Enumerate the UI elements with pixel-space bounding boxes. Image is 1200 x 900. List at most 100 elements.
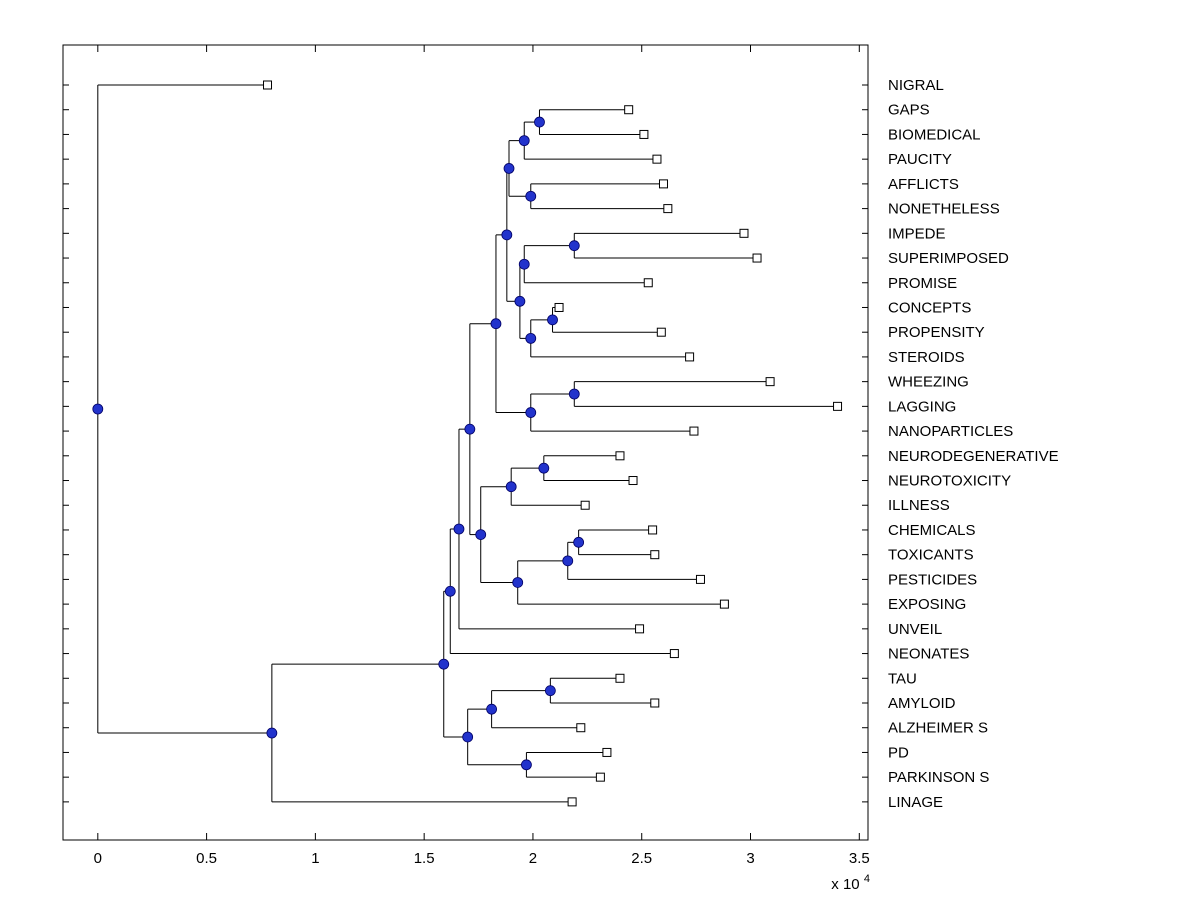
- leaf-marker: [650, 550, 660, 560]
- internal-node-marker: [503, 163, 515, 174]
- x-tick-label: 1: [311, 850, 319, 867]
- leaf-label: UNVEIL: [888, 621, 942, 638]
- leaf-marker: [615, 673, 625, 683]
- internal-node-marker: [544, 685, 556, 697]
- leaf-marker: [752, 253, 762, 263]
- leaf-marker: [652, 154, 662, 164]
- internal-node-marker: [444, 585, 456, 597]
- leaf-label: PESTICIDES: [888, 571, 977, 588]
- x-tick-label: 0.5: [196, 850, 217, 867]
- leaf-label: PD: [888, 744, 909, 761]
- leaf-marker: [602, 747, 612, 757]
- internal-node-marker: [568, 240, 580, 252]
- leaf-label: PROPENSITY: [888, 324, 985, 341]
- internal-node-marker: [490, 318, 502, 330]
- leaf-label: NEURODEGENERATIVE: [888, 448, 1059, 465]
- leaf-marker: [765, 377, 775, 387]
- internal-node-marker: [547, 314, 558, 326]
- leaf-marker: [658, 179, 668, 189]
- internal-node-marker: [266, 727, 278, 739]
- leaf-marker: [624, 105, 634, 115]
- leaf-label: AFFLICTS: [888, 176, 959, 193]
- leaf-marker: [639, 129, 649, 139]
- leaf-label: ILLNESS: [888, 497, 950, 514]
- leaf-label: WHEEZING: [888, 374, 969, 391]
- leaf-label: ALZHEIMER S: [888, 720, 988, 737]
- leaf-label: PAUCITY: [888, 151, 952, 168]
- leaf-marker: [719, 599, 729, 609]
- leaf-marker: [656, 327, 666, 337]
- internal-node-marker: [518, 258, 530, 270]
- leaf-label: CHEMICALS: [888, 522, 976, 539]
- internal-node-marker: [92, 403, 104, 415]
- leaf-marker: [635, 624, 645, 634]
- leaf-marker: [663, 204, 673, 214]
- internal-node-marker: [505, 481, 517, 493]
- leaf-marker: [669, 649, 679, 659]
- internal-node-marker: [464, 423, 476, 435]
- x-tick-label: 0: [94, 850, 102, 867]
- leaf-label: LAGGING: [888, 398, 956, 415]
- internal-node-marker: [512, 577, 524, 588]
- internal-node-marker: [525, 407, 537, 418]
- internal-node-marker: [525, 190, 537, 202]
- x-tick-label: 2: [529, 850, 537, 867]
- leaf-label: BIOMEDICAL: [888, 126, 981, 143]
- leaf-marker: [833, 401, 843, 411]
- internal-node-marker: [573, 536, 585, 548]
- internal-node-marker: [521, 759, 532, 771]
- leaf-label: PARKINSON S: [888, 769, 989, 786]
- axis-multiplier-label: x 10 4: [831, 873, 870, 893]
- internal-node-marker: [534, 116, 545, 128]
- leaf-marker: [689, 426, 699, 436]
- leaf-label: NIGRAL: [888, 77, 944, 94]
- leaf-label: GAPS: [888, 102, 930, 119]
- leaf-label: CONCEPTS: [888, 299, 971, 316]
- leaf-marker: [580, 500, 590, 510]
- leaf-label: LINAGE: [888, 794, 943, 811]
- internal-node-marker: [518, 135, 530, 147]
- leaf-marker: [739, 228, 749, 238]
- internal-node-marker: [475, 529, 487, 540]
- leaf-marker: [650, 698, 660, 708]
- leaf-marker: [595, 772, 605, 782]
- leaf-label: EXPOSING: [888, 596, 966, 613]
- leaf-marker: [576, 723, 586, 733]
- plot-box: [62, 44, 869, 841]
- leaf-label: NANOPARTICLES: [888, 423, 1013, 440]
- leaf-label: SUPERIMPOSED: [888, 250, 1009, 267]
- leaf-marker: [554, 302, 564, 312]
- leaf-label: NEONATES: [888, 646, 969, 663]
- leaf-label: STEROIDS: [888, 349, 965, 366]
- x-tick-label: 1.5: [414, 850, 435, 867]
- internal-node-marker: [501, 229, 513, 241]
- leaf-marker: [648, 525, 658, 535]
- leaf-marker: [615, 451, 625, 461]
- leaf-label: TAU: [888, 670, 917, 687]
- internal-node-marker: [462, 731, 474, 743]
- internal-node-marker: [514, 295, 526, 307]
- internal-node-marker: [525, 332, 537, 344]
- leaf-label: IMPEDE: [888, 225, 946, 242]
- internal-node-marker: [568, 388, 580, 400]
- leaf-label: NONETHELESS: [888, 201, 1000, 218]
- x-tick-label: 2.5: [631, 850, 652, 867]
- internal-node-marker: [486, 703, 498, 715]
- leaf-marker: [643, 278, 653, 288]
- internal-node-marker: [562, 555, 574, 567]
- internal-node-marker: [438, 658, 450, 670]
- leaf-marker: [685, 352, 695, 362]
- leaf-marker: [695, 574, 705, 584]
- leaf-label: AMYLOID: [888, 695, 956, 712]
- x-tick-label: 3.5: [849, 850, 870, 867]
- leaf-label: NEUROTOXICITY: [888, 473, 1011, 490]
- x-tick-label: 3: [746, 850, 754, 867]
- leaf-marker: [567, 797, 577, 807]
- internal-node-marker: [453, 523, 465, 535]
- leaf-label: PROMISE: [888, 275, 957, 292]
- leaf-marker: [628, 476, 638, 486]
- internal-node-marker: [538, 462, 550, 474]
- leaf-label: TOXICANTS: [888, 547, 974, 564]
